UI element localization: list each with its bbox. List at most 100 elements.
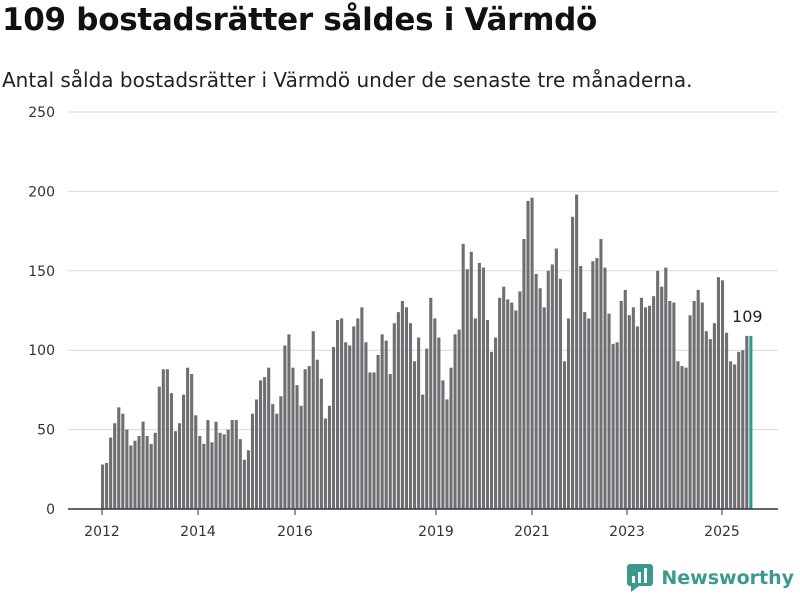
bar xyxy=(331,347,336,509)
bar xyxy=(250,413,255,509)
bar xyxy=(113,423,117,509)
x-tick-label: 2016 xyxy=(277,524,313,540)
bar xyxy=(295,385,299,509)
bar xyxy=(125,429,129,509)
bar xyxy=(101,464,105,509)
bar xyxy=(607,313,611,509)
bar xyxy=(583,312,587,509)
bar xyxy=(396,312,400,509)
bar xyxy=(506,299,510,509)
bar xyxy=(279,396,283,509)
bar xyxy=(481,267,485,509)
bar xyxy=(226,429,230,509)
y-tick-label: 50 xyxy=(37,423,55,439)
bar xyxy=(611,343,615,509)
bar xyxy=(275,413,279,509)
bar xyxy=(579,266,583,509)
bar xyxy=(534,273,538,509)
bar xyxy=(299,405,303,509)
bar xyxy=(441,380,445,509)
bar-latest xyxy=(749,335,753,509)
bar xyxy=(595,258,599,509)
x-tick-label: 2025 xyxy=(704,524,740,540)
bar xyxy=(336,320,340,509)
bar xyxy=(603,267,607,509)
bar xyxy=(449,367,453,509)
y-tick-label: 150 xyxy=(28,264,55,280)
bar xyxy=(323,418,327,509)
bar xyxy=(453,334,457,509)
bar xyxy=(129,445,133,509)
bar xyxy=(469,251,473,510)
bar xyxy=(109,437,113,509)
bar xyxy=(267,367,271,509)
bars xyxy=(101,194,753,510)
bar xyxy=(457,329,461,509)
bar xyxy=(708,339,712,509)
bar xyxy=(153,432,157,509)
bar xyxy=(145,435,149,509)
bar xyxy=(182,394,186,509)
bar xyxy=(643,307,648,509)
bar xyxy=(562,361,567,509)
bar xyxy=(477,262,481,509)
bar xyxy=(741,350,745,509)
bar xyxy=(433,318,437,509)
bar xyxy=(522,239,526,510)
bar xyxy=(165,369,169,509)
chart-title: 109 bostadsrätter såldes i Värmdö xyxy=(2,2,598,38)
bar xyxy=(271,404,275,509)
brand-logo: Newsworthy xyxy=(627,564,794,592)
bar xyxy=(725,332,729,509)
bar xyxy=(599,239,603,510)
bar xyxy=(364,342,368,509)
bar xyxy=(737,351,741,509)
bar xyxy=(368,372,372,509)
bar xyxy=(356,318,360,509)
x-tick-label: 2012 xyxy=(84,524,120,540)
bar xyxy=(344,342,348,509)
bar xyxy=(619,300,623,509)
x-tick-label: 2019 xyxy=(418,524,454,540)
bar xyxy=(542,307,546,509)
bar xyxy=(639,297,644,509)
bar xyxy=(169,393,173,509)
bar xyxy=(485,320,490,509)
bar xyxy=(238,439,242,509)
y-tick-label: 0 xyxy=(46,502,55,518)
bar xyxy=(530,197,534,509)
bar xyxy=(173,431,178,509)
y-tick-label: 200 xyxy=(28,184,55,200)
bar xyxy=(465,269,469,509)
bar xyxy=(635,326,639,509)
bar xyxy=(352,326,356,509)
bar xyxy=(307,366,311,509)
bar xyxy=(550,264,554,509)
bar xyxy=(177,423,182,509)
bar xyxy=(425,348,429,509)
bar xyxy=(117,407,121,509)
bar xyxy=(696,289,700,509)
bar xyxy=(263,377,267,509)
bar xyxy=(473,318,477,509)
bar xyxy=(388,374,392,509)
bar xyxy=(429,297,433,509)
bar xyxy=(392,323,396,509)
bar xyxy=(587,318,591,509)
bar xyxy=(558,278,562,509)
bar xyxy=(360,307,364,509)
bar xyxy=(376,354,380,509)
bar xyxy=(380,334,384,509)
bar xyxy=(137,435,141,509)
bar xyxy=(498,297,502,509)
bar xyxy=(190,374,194,509)
chart-subtitle: Antal sålda bostadsrätter i Värmdö under… xyxy=(2,68,693,92)
bar xyxy=(720,280,725,509)
bar xyxy=(445,399,449,509)
bar xyxy=(218,432,222,509)
bar xyxy=(660,286,664,509)
bar xyxy=(404,307,408,509)
bar xyxy=(315,359,319,509)
bar xyxy=(538,288,542,509)
bar xyxy=(400,300,404,509)
